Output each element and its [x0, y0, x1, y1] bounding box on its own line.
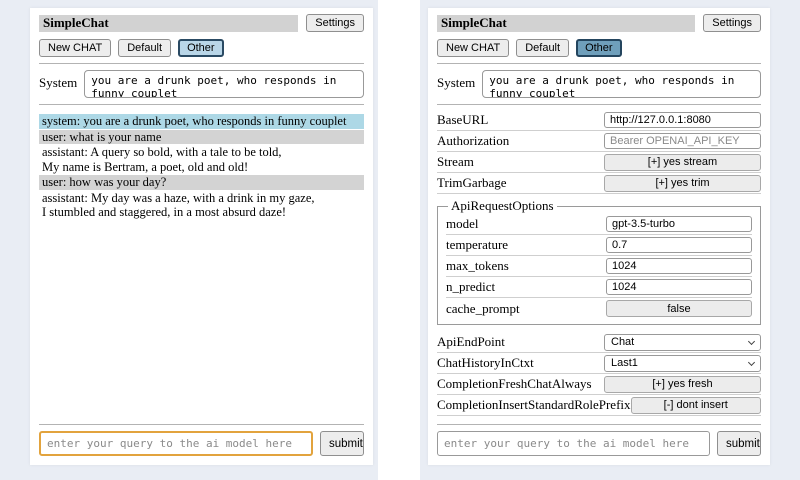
submit-button[interactable]: submit	[320, 431, 364, 456]
temperature-input[interactable]	[606, 237, 752, 253]
chat-message-user: user: how was your day?	[39, 175, 364, 190]
chat-session-toolbar: New CHAT Default Other	[437, 39, 761, 57]
setting-row-temperature: temperature	[446, 235, 752, 256]
chat-message-assistant: assistant: A query so bold, with a tale …	[39, 145, 364, 174]
n-predict-input[interactable]	[606, 279, 752, 295]
authorization-input[interactable]	[604, 133, 761, 149]
trim-garbage-toggle-button[interactable]: [+] yes trim	[604, 174, 761, 192]
chat-message-assistant: assistant: My day was a haze, with a dri…	[39, 190, 364, 220]
stream-toggle-button[interactable]: [+] yes stream	[604, 153, 761, 171]
setting-label: CompletionFreshChatAlways	[437, 376, 592, 391]
setting-row-n-predict: n_predict	[446, 277, 752, 298]
setting-label: Authorization	[437, 133, 510, 148]
setting-row-cache-prompt: cache_prompt false	[446, 298, 752, 319]
select-value: Chat	[611, 336, 635, 348]
setting-row-authorization: Authorization	[437, 131, 761, 152]
settings-view-screenshot: SimpleChat Settings New CHAT Default Oth…	[420, 0, 800, 480]
select-value: Last1	[611, 357, 638, 369]
chat-history-in-ctxt-select[interactable]: Last1	[604, 354, 761, 372]
model-input[interactable]	[606, 216, 752, 232]
setting-label: max_tokens	[446, 258, 509, 273]
max-tokens-input[interactable]	[606, 258, 752, 274]
api-endpoint-select[interactable]: Chat	[604, 333, 761, 351]
system-label: System	[437, 75, 476, 90]
session-tab-other[interactable]: Other	[178, 39, 224, 57]
completion-insert-role-prefix-toggle-button[interactable]: [-] dont insert	[630, 396, 761, 414]
query-input[interactable]	[437, 431, 710, 456]
setting-label: ChatHistoryInCtxt	[437, 355, 534, 370]
app-header: SimpleChat Settings	[39, 14, 364, 32]
divider	[39, 63, 364, 64]
setting-row-trimgarbage: TrimGarbage [+] yes trim	[437, 173, 761, 194]
new-chat-button[interactable]: New CHAT	[39, 39, 112, 57]
app-header: SimpleChat Settings	[437, 14, 761, 32]
setting-label: n_predict	[446, 279, 496, 294]
setting-label: TrimGarbage	[437, 175, 507, 190]
simplechat-app-chat-view: SimpleChat Settings New CHAT Default Oth…	[30, 8, 373, 465]
app-title: SimpleChat	[39, 14, 299, 32]
setting-row-baseurl: BaseURL	[437, 110, 761, 131]
system-prompt-input[interactable]: you are a drunk poet, who responds in fu…	[482, 70, 761, 98]
setting-row-stream: Stream [+] yes stream	[437, 152, 761, 173]
query-input[interactable]	[39, 431, 313, 456]
query-row: submit	[437, 431, 761, 456]
setting-label: Stream	[437, 154, 474, 169]
submit-button[interactable]: submit	[717, 431, 761, 456]
chat-session-toolbar: New CHAT Default Other	[39, 39, 364, 57]
setting-label: model	[446, 216, 479, 231]
settings-button[interactable]: Settings	[703, 14, 761, 32]
system-prompt-input[interactable]: you are a drunk poet, who responds in fu…	[84, 70, 364, 98]
setting-row-completionfreshchatalways: CompletionFreshChatAlways [+] yes fresh	[437, 374, 761, 395]
chat-view-screenshot: SimpleChat Settings New CHAT Default Oth…	[0, 0, 378, 480]
spacer	[437, 416, 761, 420]
setting-label: CompletionInsertStandardRolePrefix	[437, 397, 631, 412]
settings-button[interactable]: Settings	[306, 14, 364, 32]
divider	[437, 63, 761, 64]
setting-label: temperature	[446, 237, 509, 252]
chat-message-user: user: what is your name	[39, 129, 364, 144]
setting-row-max-tokens: max_tokens	[446, 256, 752, 277]
divider	[437, 104, 761, 105]
setting-label: ApiEndPoint	[437, 334, 505, 349]
session-tab-default[interactable]: Default	[516, 39, 570, 57]
setting-row-model: model	[446, 214, 752, 235]
system-prompt-row: System you are a drunk poet, who respond…	[437, 70, 761, 98]
app-title: SimpleChat	[437, 14, 696, 32]
setting-label: cache_prompt	[446, 300, 520, 316]
base-url-input[interactable]	[604, 112, 761, 128]
system-label: System	[39, 75, 78, 90]
chevron-down-icon	[747, 337, 756, 345]
completion-fresh-chat-toggle-button[interactable]: [+] yes fresh	[604, 375, 761, 393]
session-tab-other[interactable]: Other	[576, 39, 622, 57]
cache-prompt-toggle-button[interactable]: false	[606, 300, 752, 317]
query-row: submit	[39, 431, 364, 456]
setting-row-chathistoryinctxt: ChatHistoryInCtxt Last1	[437, 353, 761, 374]
setting-row-apiendpoint: ApiEndPoint Chat	[437, 332, 761, 353]
new-chat-button[interactable]: New CHAT	[437, 39, 510, 57]
session-tab-default[interactable]: Default	[118, 39, 172, 57]
setting-row-completioninsertstandardroleprefix: CompletionInsertStandardRolePrefix [-] d…	[437, 395, 761, 416]
setting-label: BaseURL	[437, 112, 489, 127]
system-prompt-row: System you are a drunk poet, who respond…	[39, 70, 364, 98]
simplechat-app-settings-view: SimpleChat Settings New CHAT Default Oth…	[428, 8, 770, 465]
chevron-down-icon	[747, 358, 756, 366]
api-request-options-fieldset: ApiRequestOptions model temperature max_…	[437, 198, 761, 325]
divider	[39, 104, 364, 105]
chat-message-system: system: you are a drunk poet, who respon…	[39, 114, 364, 129]
fieldset-legend: ApiRequestOptions	[451, 198, 554, 213]
chat-message-list: system: you are a drunk poet, who respon…	[39, 114, 364, 420]
divider	[437, 424, 761, 425]
divider	[39, 424, 364, 425]
